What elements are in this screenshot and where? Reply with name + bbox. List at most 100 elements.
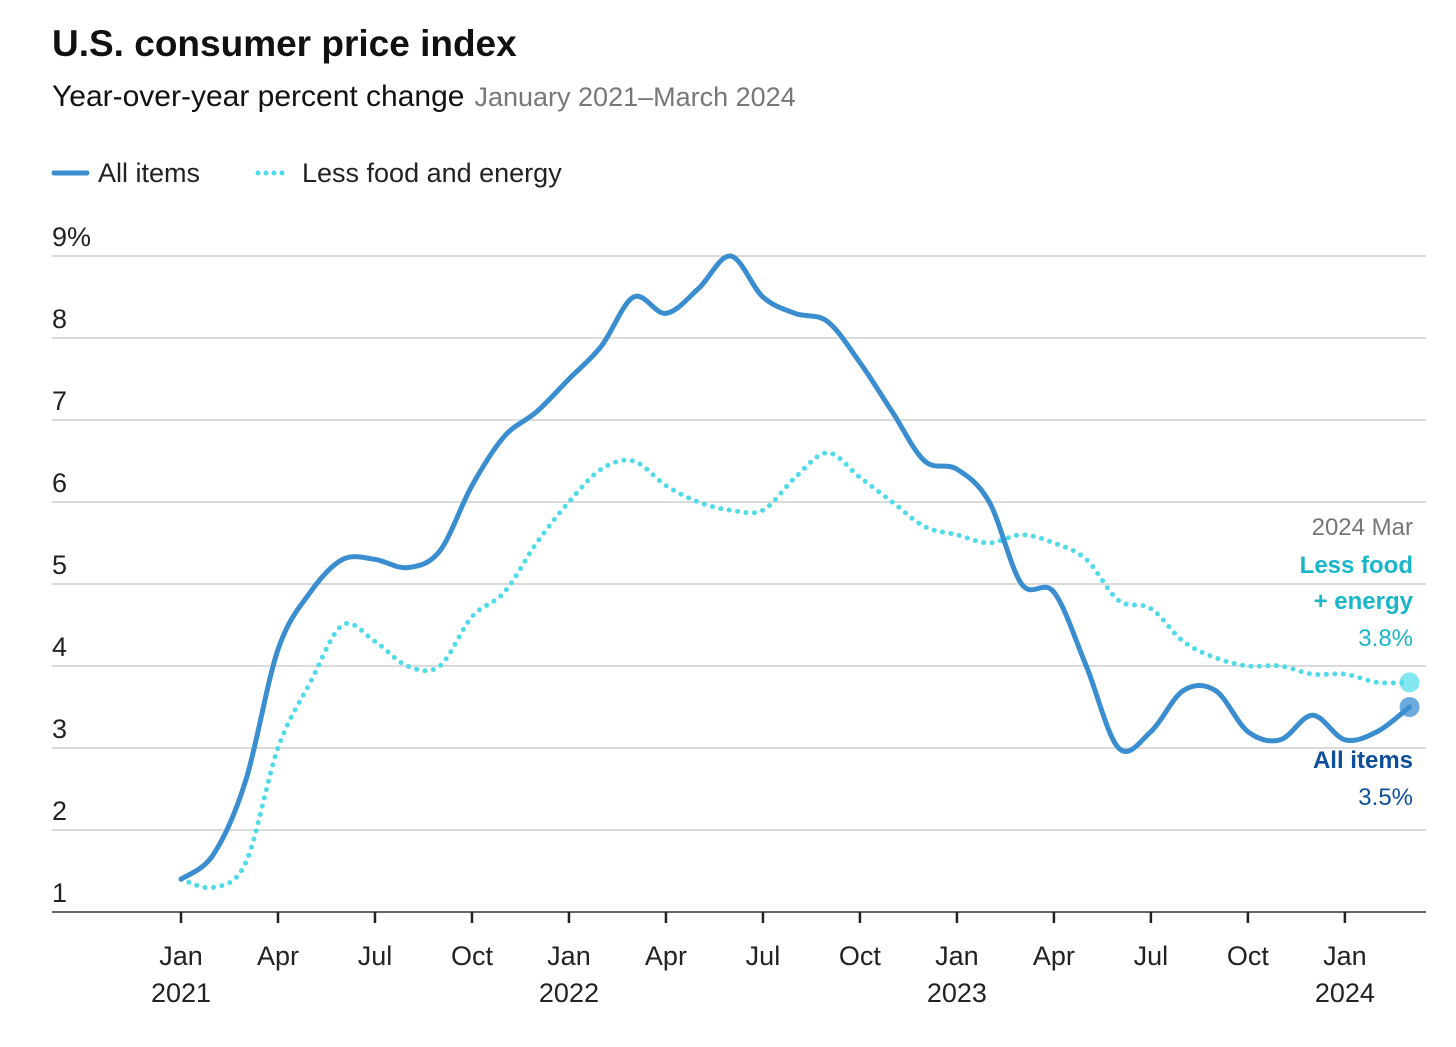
core-data-point bbox=[308, 680, 312, 684]
legend-label-all-items: All items bbox=[98, 158, 200, 188]
annotation-core-value: 3.8% bbox=[1358, 625, 1413, 652]
x-tick-label: Oct bbox=[1227, 941, 1270, 971]
all-items-data-point bbox=[405, 566, 409, 570]
all-items-line bbox=[178, 253, 1413, 882]
x-tick-label: Jan bbox=[547, 941, 591, 971]
y-tick-label: 9% bbox=[52, 222, 91, 252]
y-tick-label: 7 bbox=[52, 386, 67, 416]
core-data-point bbox=[1311, 672, 1315, 676]
all-items-data-point bbox=[729, 254, 733, 258]
x-tick-label: Jul bbox=[746, 941, 781, 971]
core-data-point bbox=[1375, 680, 1379, 684]
all-items-data-point bbox=[664, 311, 668, 315]
annotation-core-label-1: Less food bbox=[1300, 552, 1413, 579]
core-data-point bbox=[890, 500, 894, 504]
all-items-data-point bbox=[955, 467, 959, 471]
core-data-point bbox=[1214, 656, 1218, 660]
core-cpi-line bbox=[178, 450, 1413, 891]
core-data-point bbox=[276, 746, 280, 750]
subtitle-text: Year-over-year percent change bbox=[52, 80, 464, 113]
legend: All items Less food and energy bbox=[51, 158, 562, 188]
core-data-point bbox=[502, 590, 506, 594]
core-data-point bbox=[955, 533, 959, 537]
core-data-point bbox=[664, 484, 668, 488]
core-data-point bbox=[987, 541, 991, 545]
all-items-data-point bbox=[761, 295, 765, 299]
core-data-point bbox=[1181, 639, 1185, 643]
annotation-date: 2024 Mar bbox=[1312, 514, 1413, 541]
x-tick-label: Oct bbox=[451, 941, 494, 971]
core-end-marker bbox=[1399, 672, 1420, 693]
all-items-data-point bbox=[1246, 730, 1250, 734]
y-tick-label: 6 bbox=[52, 468, 67, 498]
core-data-point bbox=[211, 885, 215, 889]
all-items-data-point bbox=[1214, 689, 1218, 693]
all-items-data-point bbox=[1084, 664, 1088, 668]
all-items-data-point bbox=[632, 295, 636, 299]
x-tick-label: Jan bbox=[1323, 941, 1367, 971]
core-data-point bbox=[1343, 672, 1347, 676]
core-data-point bbox=[244, 861, 248, 865]
core-data-point bbox=[632, 459, 636, 463]
all-items-data-point bbox=[276, 648, 280, 652]
y-tick-label: 5 bbox=[52, 550, 67, 580]
x-tick-label: Jan bbox=[935, 941, 979, 971]
x-tick-label: Jul bbox=[1134, 941, 1169, 971]
core-data-point bbox=[1117, 598, 1121, 602]
all-items-data-point bbox=[1181, 689, 1185, 693]
y-tick-label: 2 bbox=[52, 796, 67, 826]
all-items-data-point bbox=[502, 434, 506, 438]
all-items-data-point bbox=[793, 311, 797, 315]
core-data-point bbox=[567, 500, 571, 504]
all-items-data-point bbox=[438, 549, 442, 553]
core-data-point bbox=[535, 541, 539, 545]
all-items-data-point bbox=[341, 557, 345, 561]
x-tick-year: 2024 bbox=[1315, 978, 1375, 1008]
all-items-data-point bbox=[923, 459, 927, 463]
core-data-point bbox=[470, 615, 474, 619]
core-data-point bbox=[438, 664, 442, 668]
all-items-data-point bbox=[858, 361, 862, 365]
all-items-data-point bbox=[1117, 746, 1121, 750]
all-items-data-point bbox=[1020, 582, 1024, 586]
all-items-data-point bbox=[1375, 730, 1379, 734]
x-tick-label: Apr bbox=[1033, 941, 1075, 971]
chart-title: U.S. consumer price index bbox=[52, 23, 517, 64]
core-data-point bbox=[373, 639, 377, 643]
x-tick-label: Jul bbox=[358, 941, 393, 971]
all-items-data-point bbox=[599, 344, 603, 348]
all-items-data-point bbox=[535, 410, 539, 414]
x-tick-year: 2022 bbox=[539, 978, 599, 1008]
all-items-data-point bbox=[308, 590, 312, 594]
core-data-point bbox=[1149, 607, 1153, 611]
all-items-data-point bbox=[211, 853, 215, 857]
chart-subtitle: Year-over-year percent change January 202… bbox=[52, 80, 796, 113]
core-data-point bbox=[793, 475, 797, 479]
core-data-point bbox=[696, 500, 700, 504]
core-data-point bbox=[599, 467, 603, 471]
all-items-data-point bbox=[987, 500, 991, 504]
y-tick-label: 8 bbox=[52, 304, 67, 334]
all-items-end-marker bbox=[1399, 697, 1420, 717]
all-items-data-point bbox=[1343, 738, 1347, 742]
series-lines bbox=[178, 253, 1420, 891]
core-data-point bbox=[761, 508, 765, 512]
core-data-point bbox=[341, 623, 345, 627]
core-data-point bbox=[826, 451, 830, 455]
all-items-data-point bbox=[1278, 738, 1282, 742]
y-tick-label: 1 bbox=[52, 878, 67, 908]
x-tick-label: Apr bbox=[257, 941, 299, 971]
gridlines: 9% 8 7 6 5 4 3 2 1 bbox=[52, 222, 1426, 908]
core-data-point bbox=[405, 664, 409, 668]
core-data-point bbox=[1084, 557, 1088, 561]
x-tick-label: Jan bbox=[159, 941, 203, 971]
annotation-core-label-2: + energy bbox=[1314, 588, 1414, 615]
all-items-data-point bbox=[373, 557, 377, 561]
all-items-data-point bbox=[696, 287, 700, 291]
legend-label-core: Less food and energy bbox=[302, 158, 562, 188]
x-tick-label: Oct bbox=[839, 941, 882, 971]
x-tick-year: 2023 bbox=[927, 978, 987, 1008]
all-items-data-point bbox=[1052, 590, 1056, 594]
core-data-point bbox=[729, 508, 733, 512]
